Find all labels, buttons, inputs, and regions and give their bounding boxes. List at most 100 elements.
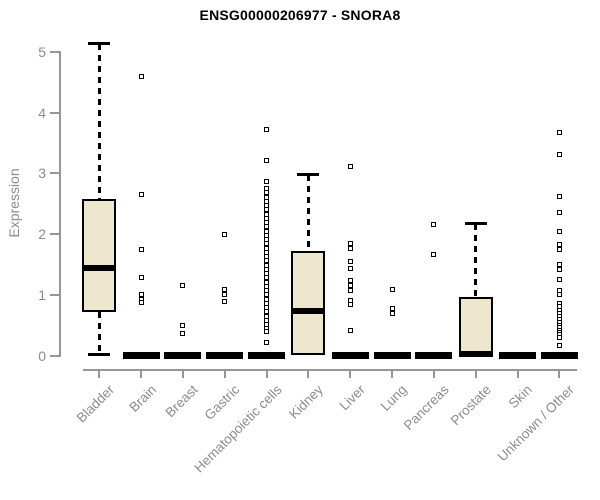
outlier-point [138,247,144,253]
x-axis-tick [307,368,310,378]
lower-whisker-cap [88,352,111,356]
outlier-point [556,130,562,136]
box-flat-brain [122,352,160,359]
box-flat-hematopoietic-cells [248,352,286,359]
x-axis-tick [349,368,352,378]
outlier-point [556,193,562,199]
x-category-label: Kidney [286,382,327,422]
x-category-label: Brain [125,382,159,415]
median-line [291,307,326,314]
outlier-point [264,339,270,345]
outlier-point [556,266,562,272]
outlier-point [431,222,437,228]
box-flat-pancreas [415,352,453,359]
outlier-point [347,302,353,307]
y-tick-label: 1 [38,286,46,303]
upper-whisker [97,44,101,199]
y-axis-line [59,51,61,357]
outlier-point [347,327,353,333]
y-axis-tick [50,293,59,296]
median-line [82,265,117,272]
y-tick-label: 5 [38,44,46,60]
box-flat-breast [164,352,202,359]
box-flat-gastric [206,352,244,359]
outlier-point [138,192,144,198]
x-axis-tick [223,368,226,378]
x-axis-tick [265,368,268,378]
outlier-point [222,298,228,304]
upper-whisker-cap [297,173,320,177]
outlier-point [556,343,562,349]
outlier-point [347,258,353,264]
box-bladder [82,198,117,313]
x-axis-tick [391,368,394,378]
outlier-point [347,240,353,246]
outlier-point [556,276,562,282]
outlier-point [347,277,353,283]
outlier-point [138,300,144,306]
outlier-point [556,209,562,215]
outlier-point [180,331,186,337]
x-category-label: Skin [506,382,536,412]
x-axis-tick [558,368,561,378]
x-category-label: Gastric [201,382,243,423]
box-flat-skin [499,352,537,359]
upper-whisker-cap [464,221,487,225]
outlier-point [222,287,228,293]
x-category-label: Breast [162,382,201,421]
outlier-point [556,228,562,234]
x-axis-tick [516,368,519,378]
outlier-point [556,261,562,267]
outlier-point [180,282,186,288]
x-category-label: Prostate [447,382,494,429]
lower-whisker [97,312,101,354]
x-category-label: Pancreas [400,382,452,433]
x-axis-tick [432,368,435,378]
outlier-point [556,334,562,340]
outlier-point [556,247,562,253]
outlier-point [264,328,270,334]
y-tick-label: 2 [38,226,46,243]
x-category-label: Bladder [73,382,117,426]
outlier-point [347,288,353,294]
box-flat-liver [331,352,369,359]
y-axis-tick [50,354,59,357]
outlier-point [389,287,395,293]
outlier-point [431,252,437,258]
y-tick-label: 0 [38,347,46,364]
outlier-point [347,266,353,272]
outlier-point [264,179,270,185]
outlier-point [556,292,562,298]
outlier-point [347,164,353,170]
upper-whisker [474,223,478,298]
outlier-point [222,292,228,298]
x-category-label: Lung [377,382,410,414]
upper-whisker [306,175,310,252]
x-axis-line [83,368,577,371]
outlier-point [347,283,353,289]
box-prostate [458,297,493,356]
x-category-label: Liver [336,382,368,414]
x-axis-tick [474,368,477,378]
y-axis-tick [50,172,59,175]
y-tick-label: 4 [38,104,46,121]
box-flat-lung [373,352,411,359]
y-axis-tick [50,51,59,53]
outlier-point [138,73,144,79]
outlier-point [222,232,228,238]
outlier-point [180,323,186,329]
outlier-point [264,157,270,163]
y-tick-label: 3 [38,165,46,182]
y-axis-tick [50,233,59,236]
x-axis-tick [98,368,101,378]
outlier-point [347,246,353,252]
outlier-point [389,310,395,316]
outlier-point [556,241,562,247]
x-axis-tick [181,368,184,378]
box-flat-unknown-other [540,352,578,359]
median-line [458,351,493,358]
outlier-point [138,274,144,280]
box-kidney [291,251,326,356]
chart-title: ENSG00000206977 - SNORA8 [199,7,401,23]
